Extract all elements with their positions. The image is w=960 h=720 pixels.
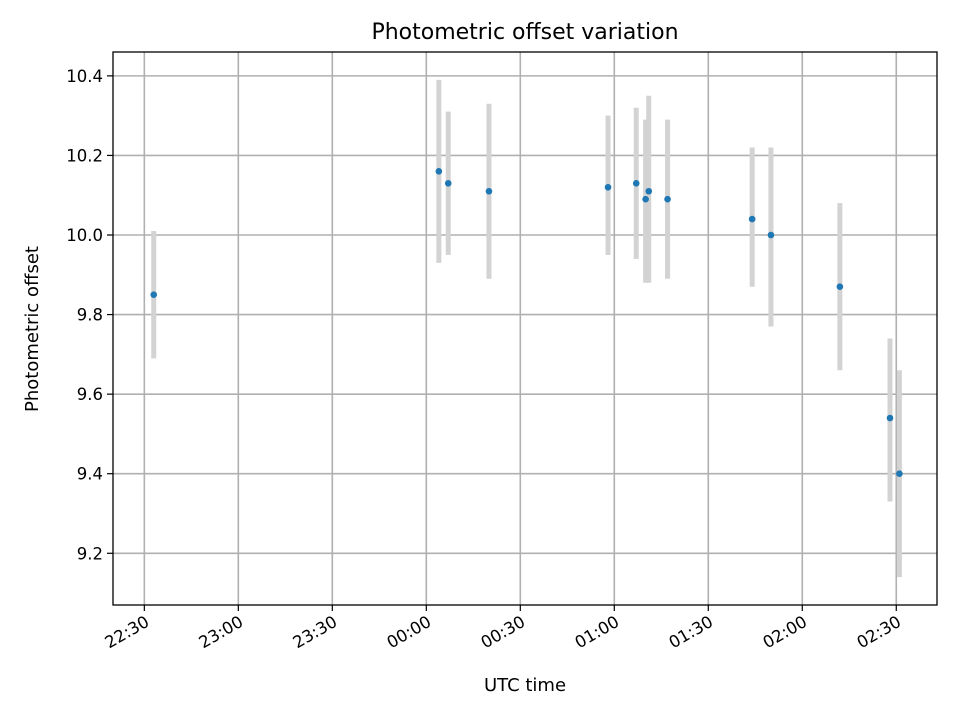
- y-tick-label: 9.2: [77, 544, 103, 563]
- y-tick-label: 9.4: [77, 465, 103, 484]
- y-tick-label: 9.6: [77, 385, 103, 404]
- data-point: [604, 183, 612, 191]
- plot-frame: [112, 51, 938, 606]
- data-point: [836, 283, 844, 291]
- data-point: [886, 414, 894, 422]
- data-point: [150, 291, 158, 298]
- data-point: [435, 168, 443, 175]
- x-axis-label: UTC time: [484, 675, 566, 696]
- data-point: [645, 187, 653, 195]
- data-point: [896, 470, 903, 478]
- data-point: [767, 231, 775, 239]
- y-tick-label: 10.0: [66, 226, 103, 245]
- data-point: [642, 195, 649, 203]
- data-point: [444, 179, 452, 187]
- data-points: [150, 168, 903, 478]
- y-axis-label: Photometric offset: [22, 246, 43, 412]
- y-tick-label: 9.8: [77, 306, 103, 325]
- data-point: [748, 215, 756, 223]
- grid: [113, 52, 937, 605]
- y-tick-label: 10.2: [66, 146, 103, 165]
- data-point: [632, 179, 640, 187]
- data-point: [485, 187, 493, 195]
- y-tick-label: 10.4: [66, 67, 103, 86]
- data-point: [664, 195, 671, 203]
- chart-title: Photometric offset variation: [371, 20, 678, 45]
